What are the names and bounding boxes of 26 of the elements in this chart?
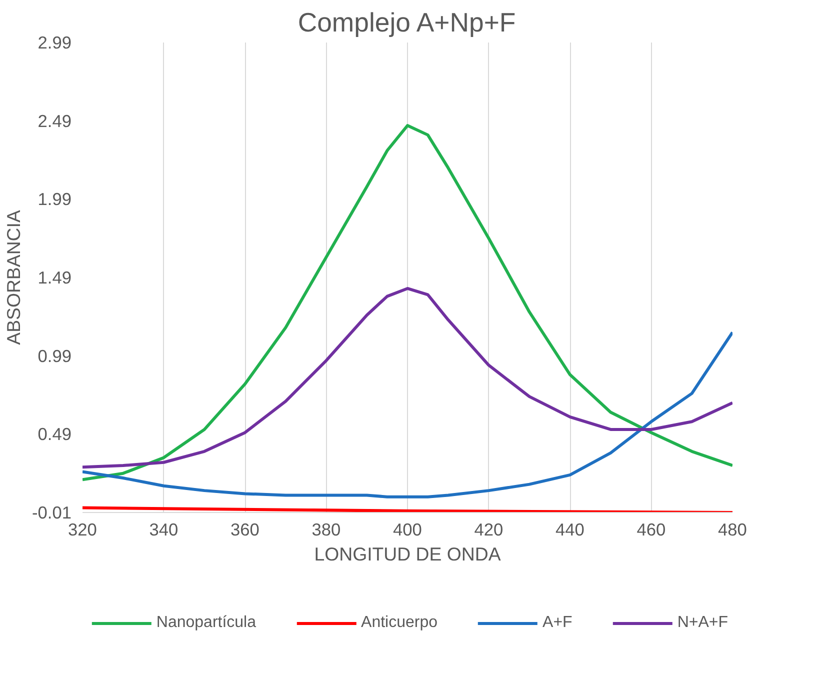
line-series bbox=[82, 286, 732, 469]
y-tick-label: 2.99 bbox=[38, 32, 72, 52]
y-tick-label: 2.49 bbox=[38, 110, 72, 131]
y-tick-label: 0.99 bbox=[38, 346, 72, 366]
x-axis-title: LONGITUD DE ONDA bbox=[314, 544, 502, 564]
legend-label: Nanopartícula bbox=[156, 614, 256, 632]
x-tick-label: 340 bbox=[149, 520, 178, 540]
x-tick-label: 400 bbox=[393, 520, 422, 540]
y-tick-label: 0.49 bbox=[38, 424, 72, 444]
x-tick-label: 360 bbox=[230, 520, 260, 540]
x-tick-label: 420 bbox=[474, 520, 504, 540]
x-tick-label: 380 bbox=[312, 520, 341, 540]
y-tick-label: 1.99 bbox=[38, 189, 72, 210]
y-tick-label: 1.49 bbox=[38, 268, 72, 288]
x-tick-label: 320 bbox=[68, 520, 97, 540]
x-tick-label: 460 bbox=[636, 520, 666, 540]
line-series bbox=[82, 124, 732, 482]
chart-title: Complejo A+Np+F bbox=[298, 8, 516, 38]
legend-label: Anticuerpo bbox=[361, 614, 438, 632]
x-tick-label: 440 bbox=[556, 520, 584, 540]
y-tick-label: -0.01 bbox=[32, 502, 72, 522]
legend-label: A+F bbox=[542, 614, 572, 632]
line-series bbox=[82, 330, 732, 498]
x-tick-label: 480 bbox=[718, 520, 747, 540]
legend-label: N+A+F bbox=[677, 614, 728, 632]
y-axis-title: ABSORBANCIA bbox=[3, 210, 24, 345]
